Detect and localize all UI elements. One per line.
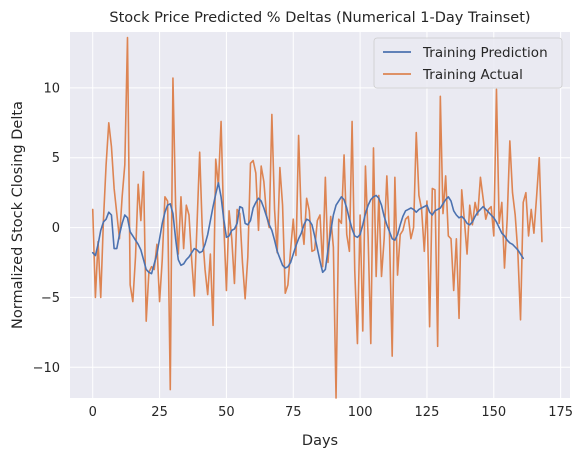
x-tick-label: 75 — [285, 405, 302, 420]
y-tick-label: −5 — [41, 291, 60, 306]
y-tick-label: −10 — [33, 361, 60, 376]
x-tick-label: 50 — [218, 405, 235, 420]
x-axis-label: Days — [302, 433, 338, 449]
tick-labels: 0 25 50 75 100 125 150 175 −10 −5 0 5 10 — [33, 81, 573, 420]
y-tick-label: 5 — [52, 151, 60, 166]
legend-box — [373, 37, 563, 89]
x-tick-label: 100 — [348, 405, 373, 420]
legend: Training Prediction Training Actual — [373, 37, 563, 89]
y-tick-label: 0 — [52, 221, 60, 236]
chart-title: Stock Price Predicted % Deltas (Numerica… — [109, 10, 530, 26]
y-axis-label: Normalized Stock Closing Delta — [10, 101, 26, 329]
x-tick-label: 150 — [481, 405, 506, 420]
x-tick-label: 175 — [548, 405, 573, 420]
x-tick-label: 0 — [89, 405, 97, 420]
x-tick-label: 125 — [415, 405, 440, 420]
series-layer — [91, 36, 543, 399]
legend-label: Training Actual — [422, 67, 523, 83]
series-line-training-actual — [91, 36, 543, 399]
x-tick-label: 25 — [151, 405, 168, 420]
series-line-training-prediction — [91, 182, 525, 275]
y-tick-label: 10 — [43, 81, 60, 96]
legend-label: Training Prediction — [422, 45, 548, 61]
